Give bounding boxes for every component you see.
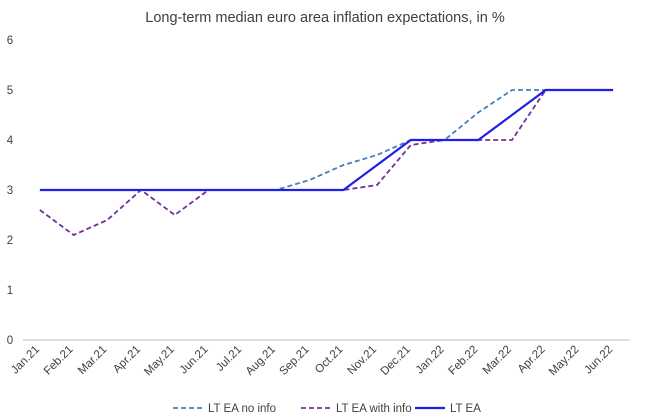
x-tick-label: Apr.21 <box>111 344 143 376</box>
plot-area <box>39 88 614 236</box>
x-tick-label: May.21 <box>142 344 177 379</box>
legend-label: LT EA no info <box>208 403 276 415</box>
x-tick-label: Oct.21 <box>313 344 345 376</box>
x-axis: Jan.21 Feb.21 Mar.21 Apr.21 May.21 Jun.21 Jul.… <box>9 344 615 379</box>
x-tick-label: Dec.21 <box>379 344 413 378</box>
x-tick-label: Jun.22 <box>582 344 615 377</box>
x-tick-label: Jun.21 <box>178 344 211 377</box>
x-tick-label: Feb.21 <box>42 344 76 378</box>
x-tick-label: Aug.21 <box>244 344 278 378</box>
chart-title: Long-term median euro area inflation exp… <box>145 10 505 26</box>
y-tick-label: 2 <box>7 235 13 247</box>
legend: LT EA no info LT EA with info LT EA <box>173 403 481 415</box>
series-line-1 <box>39 89 547 236</box>
x-tick-label: Feb.22 <box>447 344 481 378</box>
legend-label: LT EA <box>450 403 481 415</box>
x-tick-label: Mar.21 <box>76 344 109 377</box>
y-tick-label: 6 <box>7 35 13 47</box>
y-tick-label: 5 <box>7 85 13 97</box>
x-tick-label: Sep.21 <box>277 344 311 378</box>
series-line-2 <box>39 88 614 192</box>
x-tick-label: Mar.22 <box>481 344 514 377</box>
x-tick-label: Jan.21 <box>9 344 42 377</box>
x-tick-label: Apr.22 <box>516 344 548 376</box>
legend-label: LT EA with info <box>336 403 412 415</box>
y-tick-label: 3 <box>7 185 13 197</box>
y-tick-label: 0 <box>7 335 13 347</box>
x-tick-label: May.22 <box>547 344 582 379</box>
y-tick-label: 4 <box>7 135 14 147</box>
y-axis: 0 1 2 3 4 5 6 <box>7 35 14 347</box>
y-tick-label: 1 <box>7 285 13 297</box>
x-tick-label: Nov.21 <box>346 344 380 378</box>
x-tick-label: Jan.22 <box>414 344 447 377</box>
x-tick-label: Jul.21 <box>214 344 244 374</box>
